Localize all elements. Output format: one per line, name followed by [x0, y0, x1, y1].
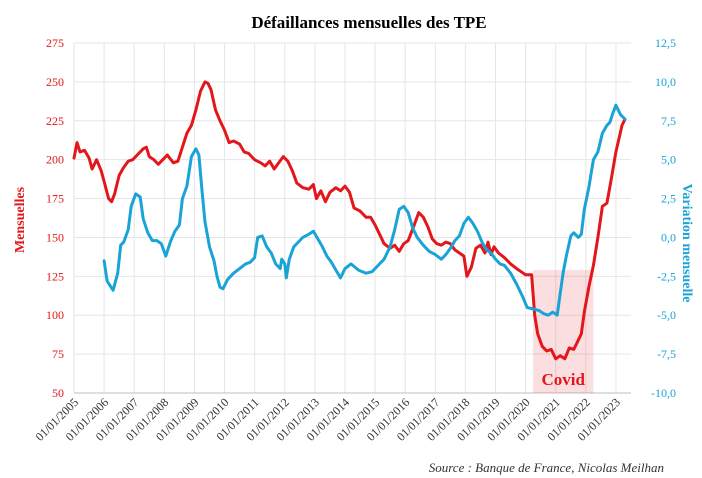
right-tick-label: -5,0 — [657, 308, 676, 322]
x-axis-ticks: 01/01/200501/01/200601/01/200701/01/2008… — [33, 395, 623, 444]
left-tick-label: 275 — [46, 36, 64, 50]
left-axis-label: Mensuelles — [13, 186, 28, 253]
right-tick-label: 7,5 — [661, 114, 676, 128]
series-layer — [72, 80, 627, 361]
chart-title: Défaillances mensuelles des TPE — [251, 13, 486, 32]
left-tick-label: 150 — [46, 230, 64, 244]
left-tick-label: 225 — [46, 114, 64, 128]
left-axis-ticks: 50 75 100 125 150 175 200 225 250 275 — [46, 36, 64, 400]
right-tick-label: -10,0 — [651, 386, 676, 400]
left-tick-label: 75 — [52, 347, 64, 361]
left-tick-label: 250 — [46, 75, 64, 89]
right-axis-label: Variation mensuelle — [679, 184, 694, 303]
right-tick-label: 5,0 — [661, 153, 676, 167]
left-tick-label: 50 — [52, 386, 64, 400]
left-tick-label: 200 — [46, 153, 64, 167]
series-line-variation — [102, 103, 627, 317]
gridlines — [73, 42, 631, 394]
left-tick-label: 125 — [46, 269, 64, 283]
left-tick-label: 100 — [46, 308, 64, 322]
right-tick-label: 10,0 — [655, 75, 676, 89]
source-note: Source : Banque de France, Nicolas Meilh… — [429, 460, 664, 475]
left-tick-label: 175 — [46, 192, 64, 206]
covid-annotation: Covid — [533, 270, 594, 393]
right-axis-ticks: -10,0 -7,5 -5,0 -2,5 0,0 2,5 5,0 7,5 10,0 12,5 — [651, 36, 676, 400]
covid-highlight-box — [533, 270, 594, 393]
right-tick-label: -2,5 — [657, 269, 676, 283]
right-tick-label: 0,0 — [661, 230, 676, 244]
covid-label: Covid — [542, 370, 586, 389]
right-tick-label: -7,5 — [657, 347, 676, 361]
series-line-mensuelles — [72, 80, 627, 361]
right-tick-label: 12,5 — [655, 36, 676, 50]
right-tick-label: 2,5 — [661, 192, 676, 206]
